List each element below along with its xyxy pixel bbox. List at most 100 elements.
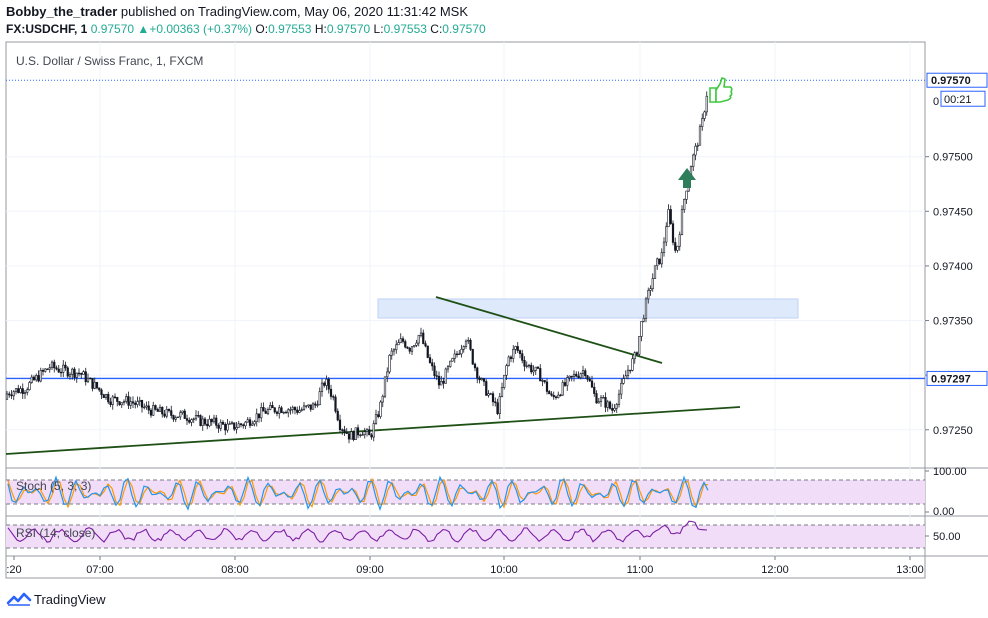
candle-body (273, 407, 276, 413)
candle-body (482, 378, 486, 382)
candle-body (5, 393, 9, 400)
candle-body (698, 126, 702, 146)
candle-body (471, 349, 474, 365)
candle-body (449, 360, 452, 367)
candle-body (210, 418, 213, 423)
candle-body (53, 361, 56, 369)
candle-body (300, 409, 303, 411)
candle-body (442, 380, 445, 384)
candle-body (50, 361, 54, 368)
pane-title: U.S. Dollar / Swiss Franc, 1, FXCM (16, 54, 204, 68)
candle-body (503, 374, 506, 388)
x-tick-label: 11:00 (627, 564, 654, 576)
candle-body (392, 349, 396, 352)
candle-body (437, 375, 441, 386)
candle-body (91, 378, 94, 389)
support-price-tag (926, 370, 988, 386)
candle-body (509, 356, 513, 359)
candle-body (559, 394, 562, 397)
candle-body (302, 405, 306, 410)
candle-body (361, 434, 364, 436)
candle-body (525, 365, 528, 367)
candle-body (197, 415, 200, 417)
candle-body (12, 391, 15, 397)
candle-body (158, 406, 162, 412)
candle-body (64, 364, 67, 369)
candle-body (386, 371, 389, 378)
candle-body (194, 415, 198, 420)
last-price: 0.97570 (90, 22, 135, 36)
candle-body (329, 388, 333, 397)
candle-body (161, 406, 164, 415)
stoch-k-line (7, 475, 709, 512)
candle-body (395, 344, 398, 351)
candle-body (379, 401, 382, 417)
candle-body (149, 409, 153, 416)
candle-body (309, 404, 312, 410)
candle-body (633, 352, 636, 360)
candle-body (109, 401, 112, 405)
candle-body (435, 375, 438, 377)
candle-body (19, 388, 22, 393)
candle-body (257, 413, 261, 419)
candle-body (41, 370, 45, 372)
high-value: 0.97570 (326, 22, 371, 36)
candle-body (122, 401, 126, 403)
candle-body (172, 415, 175, 420)
candle-body (293, 407, 297, 411)
candle-body (478, 377, 481, 381)
change-arrow-icon: ▲ (137, 22, 150, 36)
candle-body (266, 409, 270, 414)
candle-body (116, 397, 119, 402)
candle-body (419, 332, 423, 336)
candle-body (561, 382, 564, 396)
candle-body (498, 396, 501, 414)
author-name[interactable]: Bobby_the_trader (6, 4, 118, 19)
candle-body (426, 345, 429, 358)
candle-body (410, 346, 414, 352)
candle-body (642, 318, 645, 322)
candle-body (404, 341, 407, 348)
candle-body (462, 346, 465, 350)
candle-body (190, 419, 193, 423)
candle-body (237, 423, 240, 428)
stoch-legend[interactable]: Stoch (5, 3, 3) (16, 479, 92, 493)
candle-body (269, 405, 272, 410)
high-label: H: (314, 22, 327, 36)
candle-body (239, 423, 243, 426)
candle-body (260, 407, 263, 419)
candle-body (354, 427, 357, 440)
stoch-tick-label: 100.00 (933, 466, 967, 478)
candle-body (422, 332, 425, 344)
rsi-legend[interactable]: RSI (14, close) (16, 526, 96, 540)
candle-body (341, 429, 344, 431)
candle-body (55, 367, 58, 370)
candle-body (649, 288, 652, 291)
candle-body (296, 409, 299, 413)
candle-body (215, 417, 218, 426)
footer-brand[interactable]: TradingView (34, 592, 106, 607)
candle-body (701, 118, 704, 127)
candle-body (363, 431, 366, 435)
candle-body (127, 396, 130, 406)
candle-body (275, 411, 279, 414)
candle-body (32, 376, 36, 381)
candle-body (271, 405, 274, 409)
x-tick-label: 12:00 (761, 564, 789, 576)
thumbs-up-icon (715, 77, 733, 103)
tradingview-logo-icon[interactable] (6, 591, 32, 607)
candle-body (579, 373, 582, 378)
stoch-d-line (7, 477, 709, 509)
y-tick-label: 0.97250 (933, 425, 973, 437)
candle-body (665, 226, 668, 243)
candle-body (381, 395, 384, 403)
candle-body (84, 371, 87, 383)
open-label: O: (255, 22, 269, 36)
candle-body (593, 386, 596, 394)
candle-body (21, 388, 24, 394)
candle-body (464, 340, 468, 347)
candle-body (289, 409, 292, 411)
candle-body (138, 399, 141, 402)
candle-body (575, 373, 578, 377)
